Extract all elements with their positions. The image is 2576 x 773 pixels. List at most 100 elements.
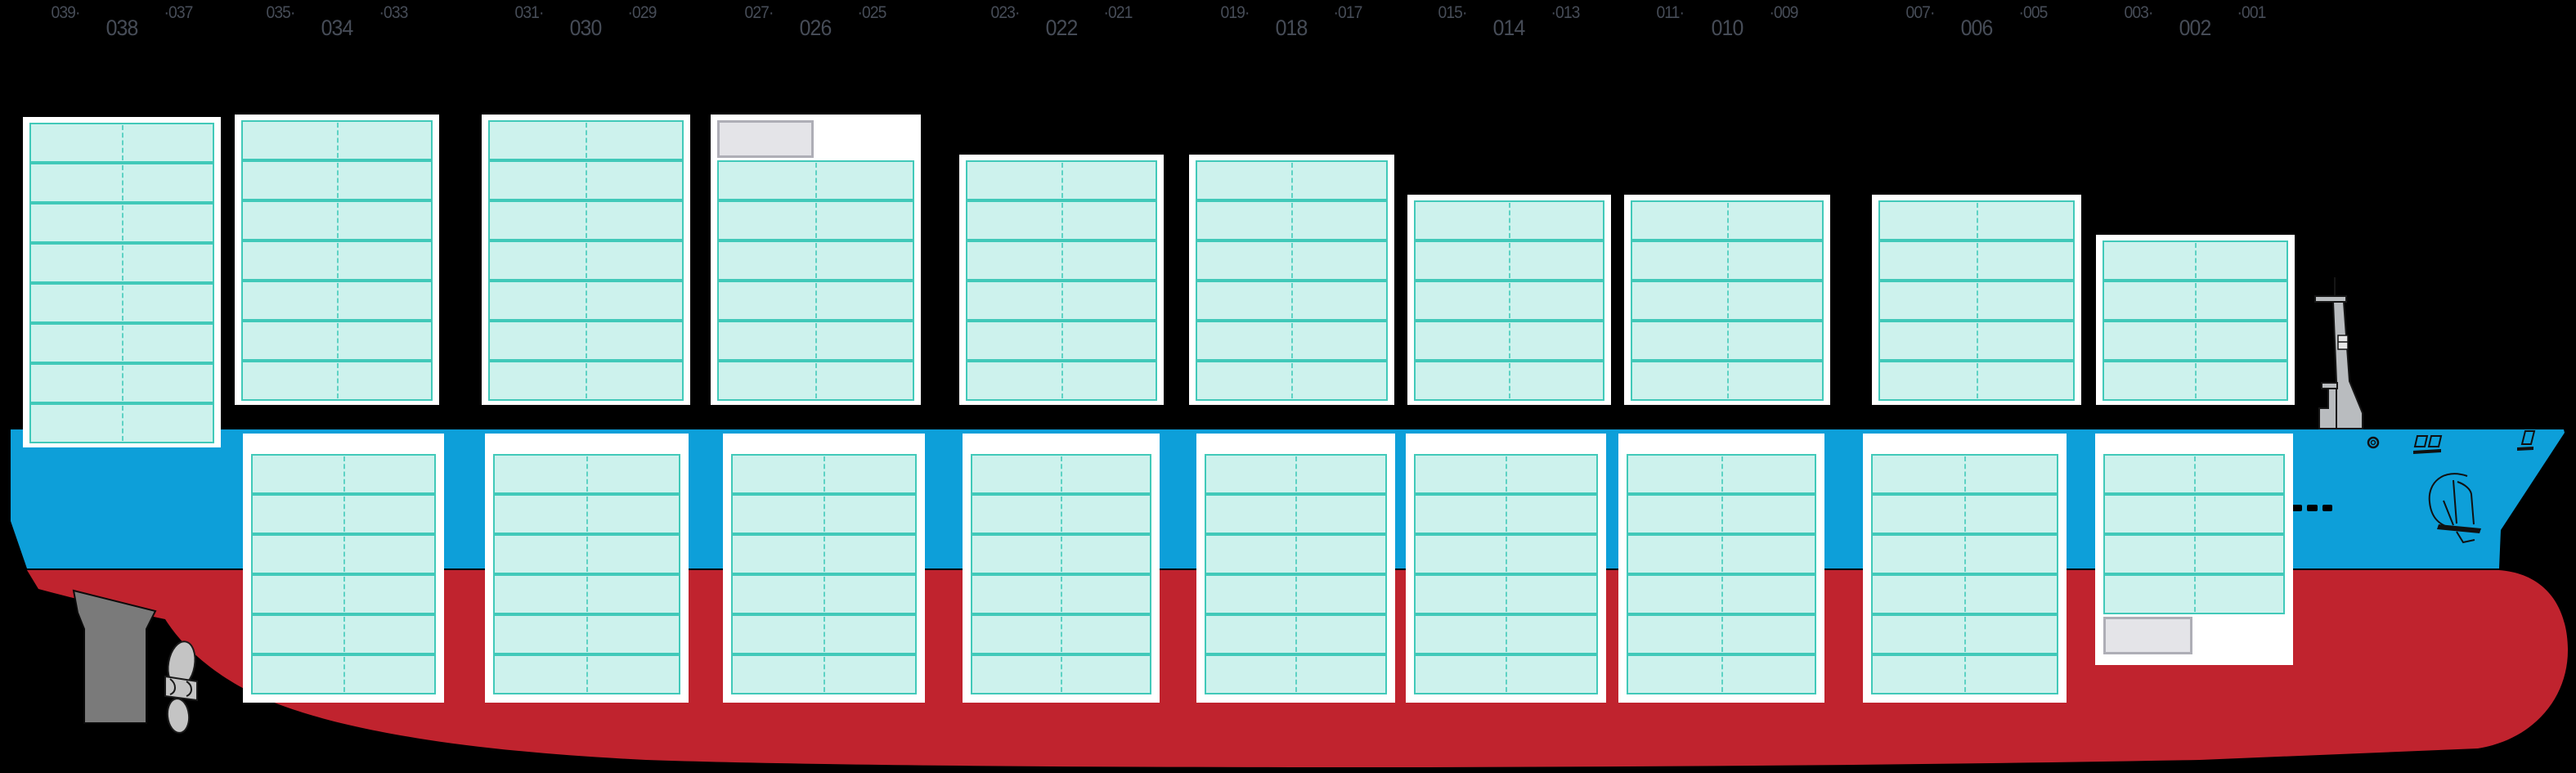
bay-014-hold-tier-row[interactable] — [1413, 494, 1598, 534]
bay-010-hold-tier-row[interactable] — [1627, 614, 1816, 654]
bay-014-hold-tier-row[interactable] — [1413, 614, 1598, 654]
bay-002-hold-tier-row[interactable] — [2103, 534, 2285, 574]
bay-026-hold-tier-row[interactable] — [730, 534, 917, 574]
bay-014-deck-tier-row[interactable] — [1413, 361, 1604, 401]
bay-022-hold-tier-row[interactable] — [970, 654, 1151, 694]
bay-010-hold-tier-row[interactable] — [1627, 654, 1816, 694]
bay-010-deck-tier-row[interactable] — [1631, 240, 1824, 281]
bay-030-hold-tier-row[interactable] — [492, 494, 680, 534]
bay-026-deck-tier-row[interactable] — [716, 240, 914, 281]
bay-034-deck-tier-row[interactable] — [241, 361, 433, 401]
bay-034-deck-tier-row[interactable] — [241, 120, 433, 160]
bay-006-deck-tier-row[interactable] — [1878, 321, 2075, 361]
bay-010-hold-tier-row[interactable] — [1627, 534, 1816, 574]
bay-006-deck-tier-row[interactable] — [1878, 240, 2075, 281]
bay-034-hold-tier-row[interactable] — [251, 454, 436, 494]
bay-018-hold-tier-row[interactable] — [1204, 654, 1387, 694]
bay-030-hold-tier-row[interactable] — [492, 534, 680, 574]
bay-022-hold-tier-row[interactable] — [970, 454, 1151, 494]
bay-022-hold-tier-row[interactable] — [970, 534, 1151, 574]
bay-022-deck-tier-row[interactable] — [966, 240, 1157, 281]
bay-022-hold-tier-row[interactable] — [970, 574, 1151, 614]
bay-026-deck-tier-row[interactable] — [716, 281, 914, 321]
bay-034-hold-tier-row[interactable] — [251, 574, 436, 614]
bay-002-deck-tier-row[interactable] — [2102, 281, 2288, 321]
bay-030-hold-tier-row[interactable] — [492, 454, 680, 494]
bay-018-hold-tier-row[interactable] — [1204, 454, 1387, 494]
bay-022-hold-tier-row[interactable] — [970, 494, 1151, 534]
bay-030-deck-tier-row[interactable] — [487, 200, 684, 240]
bay-026-hold-tier-row[interactable] — [730, 454, 917, 494]
bay-006-hold-tier-row[interactable] — [1870, 494, 2058, 534]
bay-030-hold-tier-row[interactable] — [492, 574, 680, 614]
bay-006-hold-tier-row[interactable] — [1870, 654, 2058, 694]
bay-018-deck-tier-row[interactable] — [1195, 240, 1388, 281]
bay-006-deck-tier-row[interactable] — [1878, 281, 2075, 321]
bay-014-deck-tier-row[interactable] — [1413, 281, 1604, 321]
bay-010-deck-tier-row[interactable] — [1631, 321, 1824, 361]
bay-026-deck-tier-row[interactable] — [716, 200, 914, 240]
bay-034-deck-tier-row[interactable] — [241, 281, 433, 321]
bay-034-deck-tier-row[interactable] — [241, 160, 433, 200]
bay-022-deck-tier-row[interactable] — [966, 160, 1157, 200]
bay-010-deck-tier-row[interactable] — [1631, 281, 1824, 321]
bay-030-hold-tier-row[interactable] — [492, 654, 680, 694]
bay-038-deck-tier-row[interactable] — [29, 123, 214, 163]
bay-018-deck-tier-row[interactable] — [1195, 281, 1388, 321]
bay-006-deck-tier-row[interactable] — [1878, 200, 2075, 240]
bay-014-hold-tier-row[interactable] — [1413, 654, 1598, 694]
bay-022-deck-tier-row[interactable] — [966, 200, 1157, 240]
bay-014-deck-tier-row[interactable] — [1413, 200, 1604, 240]
bay-038-deck-tier-row[interactable] — [29, 363, 214, 403]
bay-026-deck-tier-row[interactable] — [716, 160, 914, 200]
bay-010-deck-tier-row[interactable] — [1631, 361, 1824, 401]
bay-026-blocked-slot[interactable] — [716, 120, 814, 158]
bay-034-deck-tier-row[interactable] — [241, 200, 433, 240]
bay-026-hold-tier-row[interactable] — [730, 574, 917, 614]
bay-026-hold-tier-row[interactable] — [730, 654, 917, 694]
bay-018-hold-tier-row[interactable] — [1204, 494, 1387, 534]
bay-030-deck-tier-row[interactable] — [487, 361, 684, 401]
bay-006-hold-tier-row[interactable] — [1870, 574, 2058, 614]
bay-010-hold-tier-row[interactable] — [1627, 454, 1816, 494]
bay-034-hold-tier-row[interactable] — [251, 534, 436, 574]
bay-030-deck-tier-row[interactable] — [487, 240, 684, 281]
bay-014-hold-tier-row[interactable] — [1413, 534, 1598, 574]
bay-002-hold-tier-row[interactable] — [2103, 574, 2285, 614]
bay-026-deck-tier-row[interactable] — [716, 321, 914, 361]
bay-018-hold-tier-row[interactable] — [1204, 614, 1387, 654]
bay-034-hold-tier-row[interactable] — [251, 614, 436, 654]
bay-038-deck-tier-row[interactable] — [29, 403, 214, 443]
bay-022-deck-tier-row[interactable] — [966, 321, 1157, 361]
bay-022-hold-tier-row[interactable] — [970, 614, 1151, 654]
bay-034-deck-tier-row[interactable] — [241, 321, 433, 361]
bay-026-hold-tier-row[interactable] — [730, 614, 917, 654]
bay-006-hold-tier-row[interactable] — [1870, 454, 2058, 494]
bay-030-hold-tier-row[interactable] — [492, 614, 680, 654]
bay-006-deck-tier-row[interactable] — [1878, 361, 2075, 401]
bay-026-deck-tier-row[interactable] — [716, 361, 914, 401]
bay-018-deck-tier-row[interactable] — [1195, 321, 1388, 361]
bay-038-deck-tier-row[interactable] — [29, 203, 214, 243]
bay-014-hold-tier-row[interactable] — [1413, 574, 1598, 614]
bay-038-deck-tier-row[interactable] — [29, 283, 214, 323]
bay-038-deck-tier-row[interactable] — [29, 163, 214, 203]
bay-006-hold-tier-row[interactable] — [1870, 614, 2058, 654]
bay-002-hold-tier-row[interactable] — [2103, 494, 2285, 534]
bay-022-deck-tier-row[interactable] — [966, 281, 1157, 321]
bay-002-deck-tier-row[interactable] — [2102, 361, 2288, 401]
bay-030-deck-tier-row[interactable] — [487, 281, 684, 321]
bay-010-hold-tier-row[interactable] — [1627, 574, 1816, 614]
bay-002-deck-tier-row[interactable] — [2102, 321, 2288, 361]
bay-034-deck-tier-row[interactable] — [241, 240, 433, 281]
bay-014-deck-tier-row[interactable] — [1413, 240, 1604, 281]
bay-014-hold-tier-row[interactable] — [1413, 454, 1598, 494]
bay-002-deck-tier-row[interactable] — [2102, 240, 2288, 281]
bay-018-hold-tier-row[interactable] — [1204, 534, 1387, 574]
bay-030-deck-tier-row[interactable] — [487, 321, 684, 361]
bay-018-hold-tier-row[interactable] — [1204, 574, 1387, 614]
bay-030-deck-tier-row[interactable] — [487, 160, 684, 200]
bay-030-deck-tier-row[interactable] — [487, 120, 684, 160]
bay-010-hold-tier-row[interactable] — [1627, 494, 1816, 534]
bay-018-deck-tier-row[interactable] — [1195, 200, 1388, 240]
